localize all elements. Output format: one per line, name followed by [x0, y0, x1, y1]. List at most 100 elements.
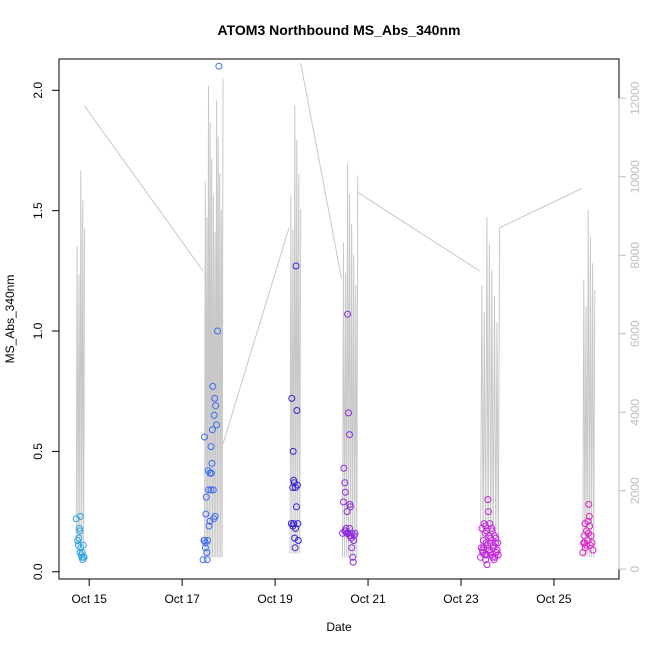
altitude-transit-4: [499, 188, 583, 229]
data-point: [209, 382, 217, 390]
data-point: [205, 486, 213, 494]
altitude-leg-1: [204, 78, 224, 558]
altitude-leg-0: [75, 170, 86, 546]
data-point: [288, 394, 296, 402]
data-point: [349, 553, 357, 561]
data-point: [203, 549, 211, 556]
data-point: [348, 544, 356, 552]
data-point: [483, 561, 491, 569]
data-point: [584, 529, 592, 537]
y2-tick-label: 8000: [628, 242, 642, 269]
data-point: [207, 443, 215, 451]
data-point: [289, 447, 297, 455]
data-point: [78, 549, 86, 556]
y2-tick-label: 0: [628, 566, 642, 573]
altitude-transit-3: [357, 192, 480, 272]
data-point: [202, 493, 210, 501]
data-point: [345, 409, 352, 417]
data-point: [206, 517, 214, 525]
data-point: [480, 544, 488, 552]
data-point: [343, 508, 351, 516]
data-point: [586, 522, 594, 530]
data-point: [209, 486, 217, 494]
y-tick-label: 2.0: [31, 82, 45, 99]
data-point: [210, 411, 218, 419]
data-point: [79, 541, 87, 549]
data-point: [487, 534, 495, 542]
data-point: [213, 421, 220, 429]
y-tick-label: 1.0: [31, 322, 45, 339]
data-point: [203, 556, 211, 564]
x-tick-label: Oct 19: [257, 592, 293, 606]
data-point: [344, 310, 352, 318]
data-point: [484, 508, 492, 516]
y2-tick-label: 6000: [628, 320, 642, 347]
data-point: [201, 537, 208, 544]
data-point: [208, 426, 216, 434]
data-point: [75, 534, 83, 542]
x-tick-label: Oct 25: [536, 592, 572, 606]
data-point: [479, 549, 487, 556]
data-point: [349, 558, 357, 566]
data-point: [291, 534, 299, 542]
data-point: [346, 431, 353, 439]
data-point: [201, 544, 209, 552]
data-point: [482, 522, 490, 530]
altitude-transit-0: [84, 105, 204, 272]
y2-tick-label: 4000: [628, 399, 642, 426]
y2-tick-label: 10000: [628, 160, 642, 194]
y-tick-label: 0.0: [31, 563, 45, 580]
data-point: [75, 541, 82, 549]
data-point: [585, 512, 593, 520]
altitude-leg-2: [289, 105, 302, 554]
x-axis-label: Date: [326, 620, 352, 634]
data-point: [215, 62, 223, 70]
data-point: [292, 484, 299, 491]
data-point: [293, 503, 300, 511]
x-axis: Oct 15 Oct 17 Oct 19 Oct 21 Oct 23 Oct 25: [72, 578, 572, 606]
data-point: [207, 486, 215, 494]
data-point: [76, 512, 84, 520]
data-point: [350, 537, 358, 544]
data-point: [484, 496, 492, 504]
data-point: [202, 510, 210, 518]
y-tick-label: 1.5: [31, 202, 45, 219]
data-point: [346, 503, 354, 511]
data-point: [291, 544, 299, 552]
altitude-trace: [75, 62, 596, 558]
data-point: [294, 537, 302, 544]
x-tick-label: Oct 21: [350, 592, 386, 606]
y2-tick-label: 2000: [628, 477, 642, 504]
x-tick-label: Oct 15: [72, 592, 108, 606]
plot-frame: [58, 58, 620, 580]
data-point: [212, 402, 220, 410]
data-point: [199, 556, 207, 564]
data-point: [340, 464, 348, 472]
data-point: [76, 527, 84, 535]
y-axis-label: MS_Abs_340nm: [3, 275, 17, 364]
data-point: [76, 549, 84, 556]
data-point: [80, 553, 88, 561]
data-point: [292, 262, 300, 270]
data-point: [211, 394, 219, 402]
data-point: [341, 488, 349, 496]
data-point: [483, 551, 491, 559]
data-point: [201, 433, 208, 441]
data-point: [341, 479, 349, 487]
data-point: [208, 459, 216, 467]
y2-tick-label: 12000: [628, 81, 642, 115]
altitude-transit-1: [222, 227, 290, 444]
chart-title: ATOM3 Northbound MS_Abs_340nm: [218, 22, 461, 38]
data-point: [290, 520, 298, 528]
data-point: [482, 556, 490, 564]
data-point: [204, 537, 212, 544]
altitude-leg-4: [480, 217, 501, 558]
data-point: [205, 522, 213, 530]
data-point: [346, 532, 354, 540]
data-point: [348, 529, 356, 537]
data-point: [486, 539, 494, 547]
data-point: [583, 541, 590, 549]
data-point: [207, 469, 215, 477]
data-points: [72, 62, 597, 569]
